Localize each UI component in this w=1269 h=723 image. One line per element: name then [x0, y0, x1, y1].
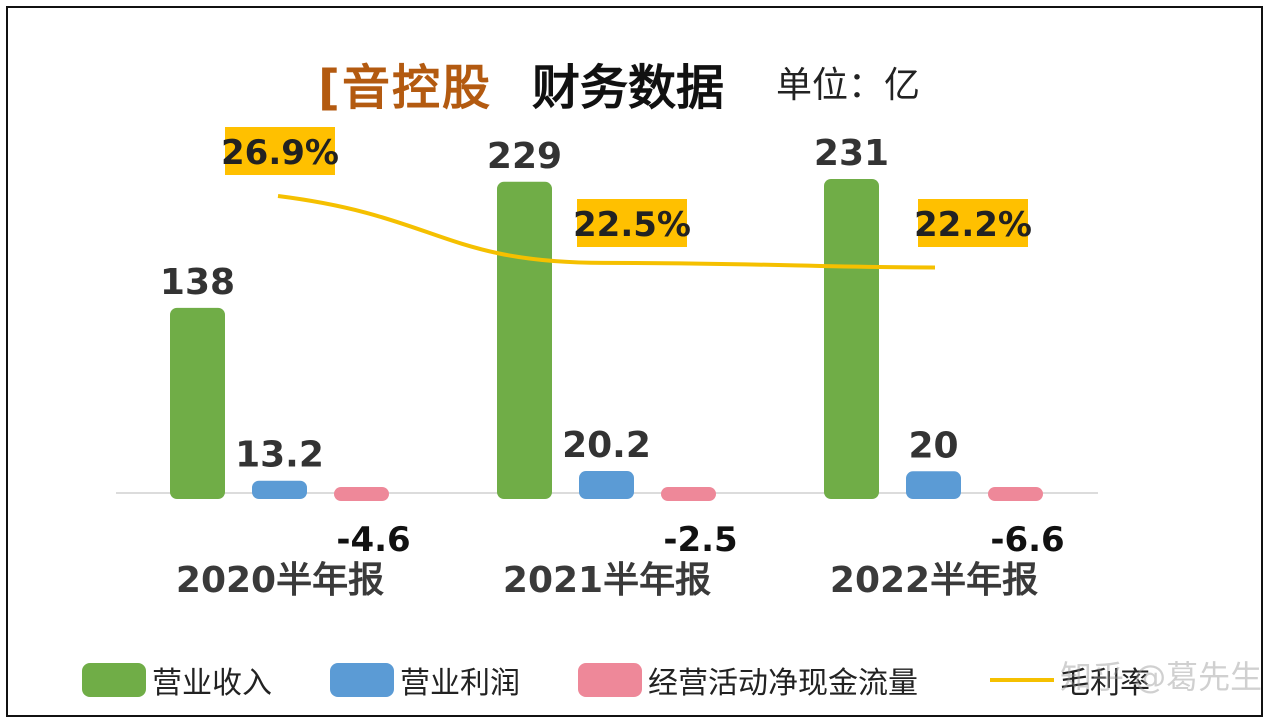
chart-unit: 单位：亿 — [776, 65, 921, 106]
margin-label-bg-2 — [918, 199, 1028, 247]
legend-line-margin — [990, 678, 1054, 682]
bar-profit-2 — [906, 471, 961, 499]
legend-item-cashflow: 经营活动净现金流量 — [578, 655, 918, 705]
legend-label-revenue: 营业收入 — [152, 666, 272, 701]
data-label-revenue-2: 231 — [814, 133, 889, 174]
margin-label-bg-0 — [225, 127, 335, 175]
data-label-cashflow-2: -6.6 — [990, 520, 1064, 560]
x-tick-label-1: 2021半年报 — [503, 560, 711, 601]
bar-cashflow-0 — [334, 487, 389, 501]
legend-label-margin: 毛利率 — [1060, 666, 1150, 701]
legend-swatch-revenue — [82, 663, 146, 697]
chart-title-brand: [音控股 — [318, 60, 492, 116]
legend-item-margin: 毛利率 — [990, 655, 1150, 705]
x-tick-label-0: 2020半年报 — [176, 560, 384, 601]
data-label-profit-0: 13.2 — [235, 435, 324, 476]
bar-profit-0 — [252, 480, 307, 499]
chart-title: 财务数据 — [532, 60, 725, 116]
line-margin — [277, 194, 936, 270]
watermark: 知乎 @葛先生 — [1060, 658, 1263, 696]
data-label-profit-2: 20 — [908, 425, 958, 466]
data-label-cashflow-1: -2.5 — [663, 520, 737, 560]
margin-label-bg-1 — [577, 199, 687, 247]
legend-item-profit: 营业利润 — [330, 655, 520, 705]
legend-label-profit: 营业利润 — [400, 666, 520, 701]
bar-revenue-1 — [497, 181, 552, 499]
legend-swatch-profit — [330, 663, 394, 697]
legend-item-revenue: 营业收入 — [82, 655, 272, 705]
data-label-revenue-0: 138 — [160, 262, 235, 303]
data-label-cashflow-0: -4.6 — [336, 520, 410, 560]
legend-label-cashflow: 经营活动净现金流量 — [648, 666, 918, 701]
data-label-revenue-1: 229 — [487, 136, 562, 177]
bar-profit-1 — [579, 471, 634, 499]
bar-cashflow-2 — [988, 487, 1043, 501]
margin-label-0: 26.9% — [221, 133, 339, 173]
margin-label-2: 22.2% — [914, 205, 1032, 245]
chart-legend: 营业收入 营业利润 经营活动净现金流量 毛利率 — [0, 655, 1269, 705]
bar-revenue-0 — [170, 307, 225, 499]
bar-revenue-2 — [824, 179, 879, 499]
legend-swatch-cashflow — [578, 663, 642, 697]
margin-label-1: 22.5% — [573, 205, 691, 245]
bar-cashflow-1 — [661, 487, 716, 501]
data-label-profit-1: 20.2 — [562, 425, 651, 466]
x-tick-label-2: 2022半年报 — [830, 560, 1038, 601]
